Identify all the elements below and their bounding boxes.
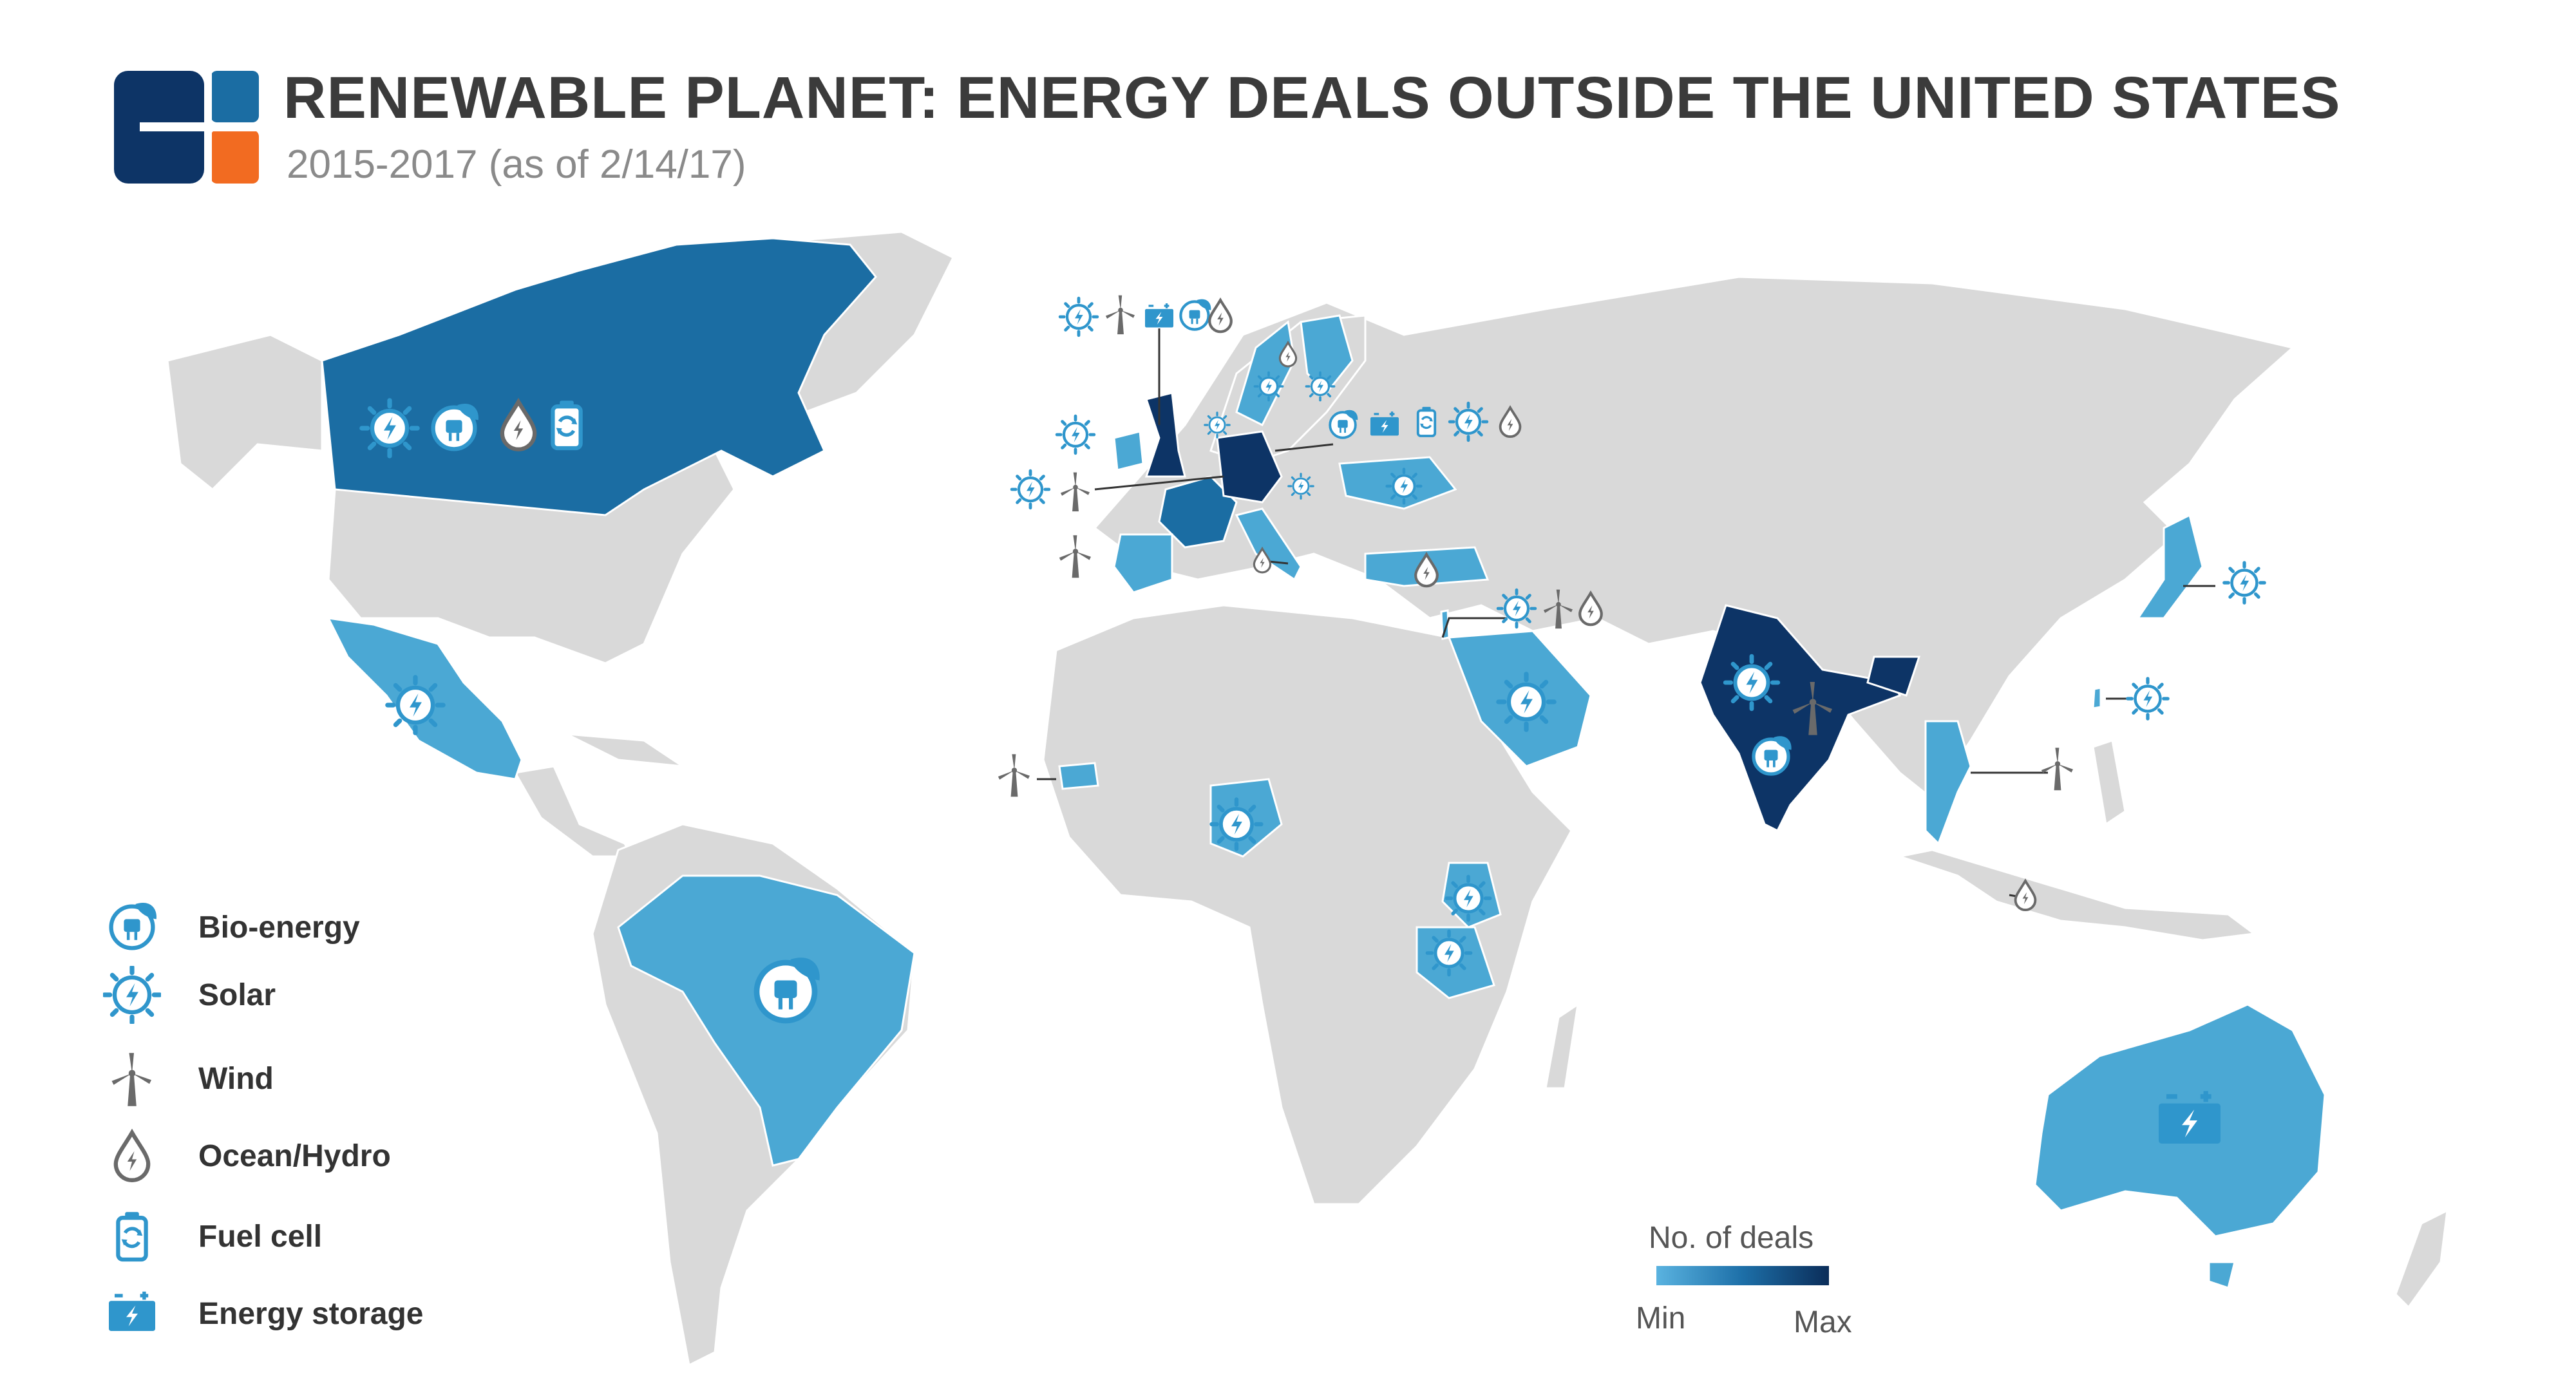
indonesia-shape [1896, 849, 2257, 941]
bio-energy-icon [109, 902, 156, 950]
legend-label: Wind [198, 1061, 274, 1096]
world-map [166, 231, 2448, 1367]
legend-label: Ocean/Hydro [198, 1138, 391, 1173]
country-canada [321, 237, 877, 516]
uk-ocean-hydro-icon[interactable] [1209, 300, 1231, 332]
country-spain [1113, 533, 1173, 594]
country-japan [2136, 513, 2204, 619]
legend-label: Fuel cell [198, 1219, 323, 1254]
uk-solar-icon[interactable] [1060, 298, 1097, 335]
legend-label: Solar [198, 977, 276, 1012]
color-scale-title: No. of deals [1649, 1221, 1814, 1255]
legend-item-solar: Solar [103, 966, 276, 1024]
country-germany [1216, 430, 1283, 504]
country-brazil [617, 874, 916, 1167]
france-wind-icon[interactable] [1060, 472, 1090, 512]
country-ireland [1113, 430, 1144, 471]
germany-fuel-cell-icon[interactable] [1416, 405, 1437, 437]
country-tasmania [2208, 1261, 2236, 1289]
philippines-shape [2092, 739, 2126, 826]
taiwan-solar-icon[interactable] [2128, 679, 2168, 719]
africa-shape [1042, 604, 1573, 1205]
legend-item-bio-energy: Bio-energy [103, 898, 360, 956]
wind-icon [111, 1053, 151, 1106]
japan-solar-icon[interactable] [2224, 563, 2264, 603]
ocean-hydro-icon [113, 1128, 151, 1182]
caribbean-shape [566, 733, 683, 768]
alaska-shape [166, 334, 323, 491]
country-senegal [1058, 762, 1099, 790]
legend-item-energy-storage: Energy storage [103, 1285, 423, 1343]
india-bio-energy-icon[interactable] [1754, 736, 1792, 774]
eurasia-shape [1093, 276, 2295, 800]
germany-bio-energy-icon[interactable] [1329, 408, 1359, 439]
country-sweden [1235, 320, 1296, 427]
solar-icon [103, 966, 161, 1024]
senegal-wind-icon[interactable] [998, 754, 1030, 797]
color-scale-min-label: Min [1636, 1301, 1686, 1336]
color-scale-max-label: Max [1794, 1305, 1852, 1339]
color-scale-bar [1656, 1266, 1829, 1285]
page-title: RENEWABLE PLANET: ENERGY DEALS OUTSIDE T… [283, 65, 2341, 131]
country-india-east [1866, 656, 1921, 697]
energy-storage-icon [109, 1291, 155, 1331]
legend-label: Bio-energy [198, 910, 360, 945]
country-thailand [1924, 720, 1972, 845]
thailand-wind-icon[interactable] [2041, 748, 2073, 791]
leader-lines [1037, 328, 2215, 900]
legend-item-fuel-cell: Fuel cell [103, 1207, 322, 1265]
legend-item-ocean-hydro: Ocean/Hydro [103, 1127, 391, 1185]
legend-label: Energy storage [198, 1296, 424, 1331]
uk-energy-storage-icon[interactable] [1145, 303, 1173, 328]
country-taiwan [2092, 686, 2102, 710]
country-uk [1144, 392, 1186, 478]
central-america-shape [513, 765, 633, 858]
spain-wind-icon[interactable] [1059, 535, 1091, 578]
ireland-solar-icon[interactable] [1057, 416, 1094, 453]
uk-bio-energy-icon[interactable] [1180, 299, 1211, 330]
logo [114, 71, 259, 184]
canada-fuel-cell-icon[interactable] [553, 401, 580, 448]
france-solar-icon[interactable] [1012, 471, 1049, 508]
country-finland [1300, 314, 1354, 395]
new-zealand-shape [2394, 1209, 2448, 1309]
page-subtitle: 2015-2017 (as of 2/14/17) [287, 142, 746, 187]
madagascar-shape [1544, 1002, 1580, 1090]
country-italy [1235, 507, 1302, 581]
country-france [1158, 475, 1238, 549]
legend-item-wind: Wind [103, 1050, 274, 1108]
brazil-bio-energy-icon[interactable] [757, 958, 820, 1021]
fuel-cell-icon [116, 1212, 148, 1262]
uk-wind-icon[interactable] [1105, 295, 1135, 335]
canada-bio-energy-icon[interactable] [433, 404, 478, 449]
